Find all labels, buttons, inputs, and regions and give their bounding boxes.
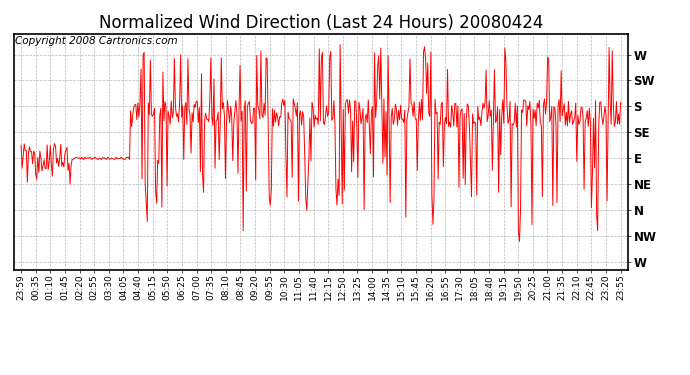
Text: Copyright 2008 Cartronics.com: Copyright 2008 Cartronics.com xyxy=(15,36,177,46)
Title: Normalized Wind Direction (Last 24 Hours) 20080424: Normalized Wind Direction (Last 24 Hours… xyxy=(99,14,543,32)
